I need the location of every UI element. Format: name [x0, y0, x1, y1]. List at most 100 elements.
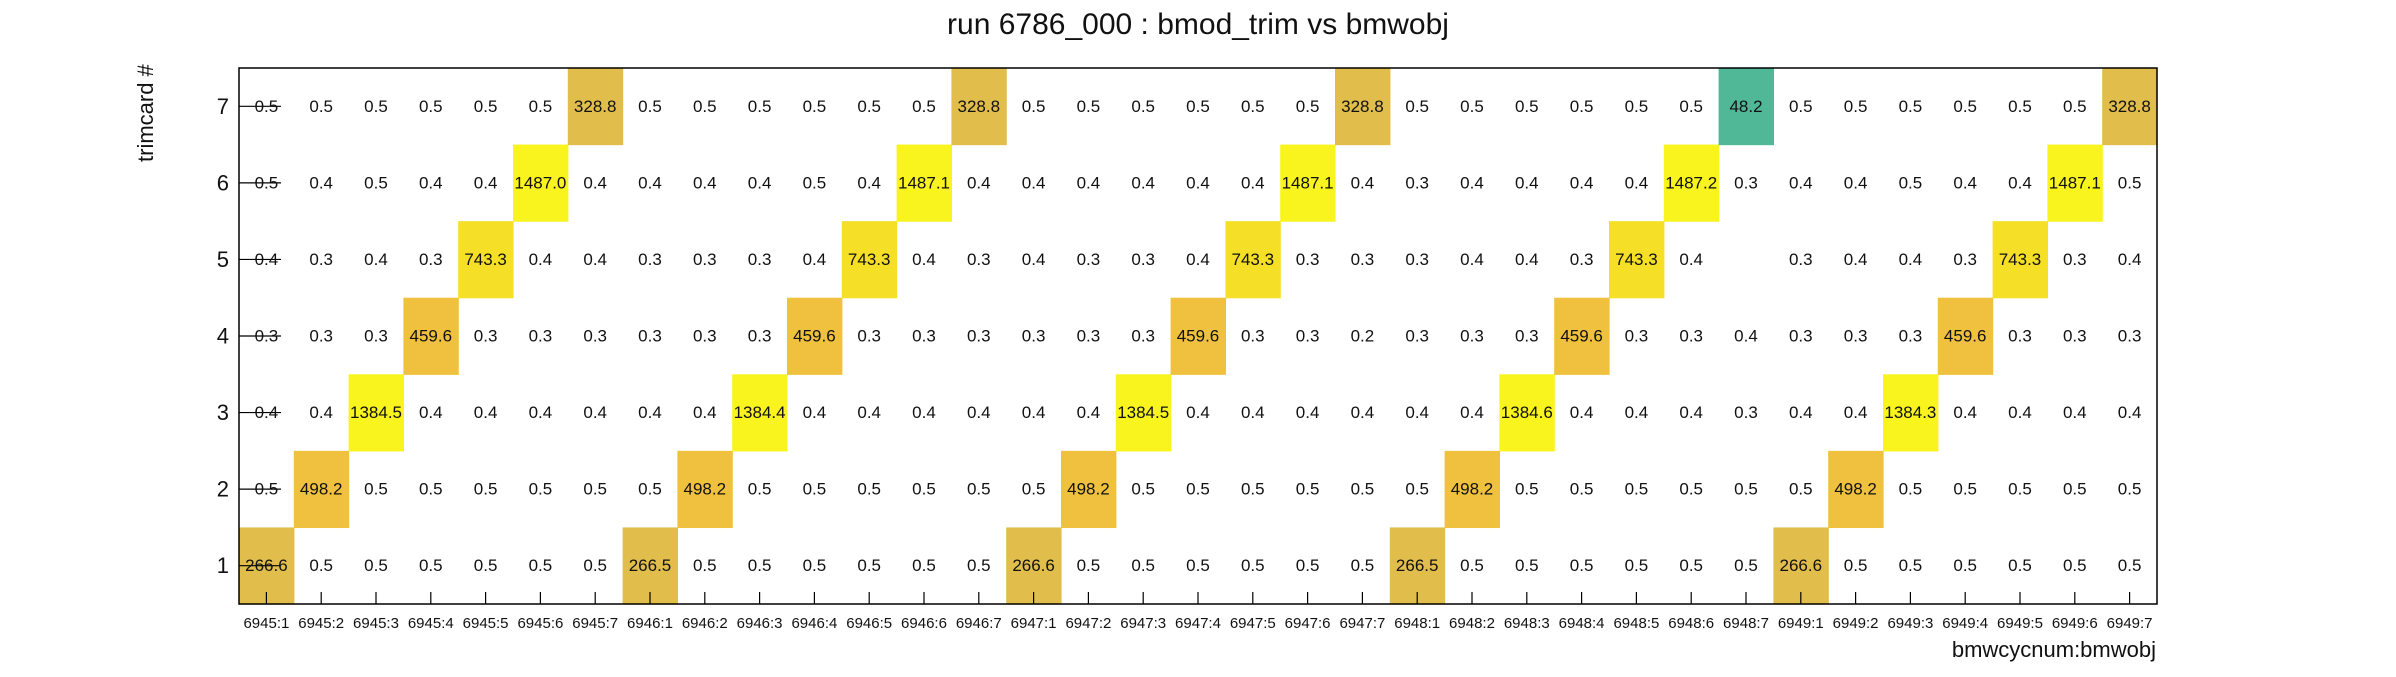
cell-value-label: 0.5: [1515, 97, 1539, 116]
x-tick-label: 6947:4: [1175, 615, 1221, 632]
cell-value-label: 0.5: [1186, 480, 1210, 499]
cell-value-label: 743.3: [464, 250, 507, 269]
cell-value-label: 0.4: [857, 403, 881, 422]
cell-value-label: 328.8: [1341, 97, 1384, 116]
cell-value-label: 0.5: [1022, 97, 1046, 116]
cell-value-label: 0.3: [1515, 327, 1539, 346]
cell-value-label: 0.4: [1953, 403, 1977, 422]
cell-value-label: 0.3: [1679, 327, 1703, 346]
cell-value-label: 266.5: [1396, 556, 1439, 575]
cell-value-label: 459.6: [410, 327, 453, 346]
cell-value-label: 1487.1: [898, 173, 950, 192]
cell-value-label: 0.4: [1789, 173, 1813, 192]
x-tick-label: 6945:4: [408, 615, 454, 632]
x-tick-label: 6948:3: [1504, 615, 1550, 632]
x-tick-label: 6946:2: [682, 615, 728, 632]
cell-value-label: 0.3: [1953, 250, 1977, 269]
cell-value-label: 0.5: [638, 480, 662, 499]
cell-value-label: 0.4: [419, 403, 443, 422]
x-tick-label: 6949:5: [1997, 615, 2043, 632]
cell-value-label: 0.4: [1899, 250, 1923, 269]
y-axis-label: trimcard #: [133, 63, 158, 162]
cell-value-label: 266.6: [1780, 556, 1823, 575]
x-tick-label: 6947:5: [1230, 615, 1276, 632]
cell-value-label: 0.4: [1679, 403, 1703, 422]
cell-value-label: 0.5: [2008, 97, 2032, 116]
cell-value-label: 0.5: [255, 480, 279, 499]
cell-value-label: 0.4: [255, 250, 279, 269]
cell-value-label: 0.5: [857, 480, 881, 499]
cell-value-label: 0.4: [529, 403, 553, 422]
cell-value-label: 0.3: [967, 250, 991, 269]
cell-value-label: 0.5: [255, 97, 279, 116]
cell-value-label: 0.4: [638, 173, 662, 192]
cell-value-label: 328.8: [958, 97, 1001, 116]
cell-value-label: 0.5: [1460, 556, 1484, 575]
x-tick-label: 6945:7: [572, 615, 618, 632]
cell-value-label: 0.3: [364, 327, 388, 346]
cell-value-label: 0.5: [1296, 556, 1320, 575]
cell-value-label: 0.5: [1460, 97, 1484, 116]
x-tick-label: 6949:2: [1833, 615, 1879, 632]
cell-value-label: 0.5: [1844, 556, 1868, 575]
cell-value-label: 1384.5: [350, 403, 402, 422]
cell-value-label: 0.5: [693, 556, 717, 575]
cell-value-label: 0.3: [1844, 327, 1868, 346]
cell-value-label: 0.5: [364, 97, 388, 116]
x-tick-label: 6947:6: [1285, 615, 1331, 632]
cell-value-label: 0.5: [2063, 97, 2087, 116]
cell-value-label: 0.5: [1789, 97, 1813, 116]
cell-value-label: 0.4: [1186, 173, 1210, 192]
cell-value-label: 0.4: [1077, 173, 1101, 192]
cell-value-label: 1384.6: [1501, 403, 1553, 422]
x-tick-label: 6945:6: [517, 615, 563, 632]
cell-value-label: 0.4: [1625, 173, 1649, 192]
cell-value-label: 0.3: [309, 250, 333, 269]
cell-value-label: 0.5: [1899, 480, 1923, 499]
cell-value-label: 0.5: [419, 556, 443, 575]
cell-value-label: 0.5: [1186, 556, 1210, 575]
cell-value-label: 0.3: [693, 327, 717, 346]
cell-value-label: 0.4: [1131, 173, 1155, 192]
cell-value-label: 0.4: [583, 403, 607, 422]
cell-value-label: 0.5: [803, 480, 827, 499]
y-tick-label: 4: [217, 324, 229, 349]
cell-value-label: 0.5: [1405, 97, 1429, 116]
cell-value-label: 0.5: [309, 556, 333, 575]
cell-value-label: 0.5: [474, 480, 498, 499]
cell-value-label: 0.3: [529, 327, 553, 346]
cell-value-label: 0.5: [2008, 480, 2032, 499]
x-tick-label: 6945:3: [353, 615, 399, 632]
cell-value-label: 0.5: [1570, 97, 1594, 116]
cell-value-label: 0.4: [1351, 403, 1375, 422]
cell-value-label: 0.4: [364, 250, 388, 269]
x-tick-label: 6948:1: [1394, 615, 1440, 632]
cell-value-label: 743.3: [1999, 250, 2042, 269]
cell-value-label: 0.3: [255, 327, 279, 346]
cell-value-label: 0.5: [1241, 480, 1265, 499]
cell-value-label: 0.4: [1077, 403, 1101, 422]
cell-value-label: 0.5: [803, 173, 827, 192]
cell-value-label: 0.4: [1844, 173, 1868, 192]
cell-value-label: 0.3: [1077, 250, 1101, 269]
cell-value-label: 0.4: [529, 250, 553, 269]
cell-value-label: 0.4: [748, 173, 772, 192]
cell-value-label: 0.5: [1679, 97, 1703, 116]
x-tick-label: 6948:2: [1449, 615, 1495, 632]
cell-value-label: 0.3: [1899, 327, 1923, 346]
x-tick-label: 6946:4: [791, 615, 837, 632]
cell-value-label: 0.4: [912, 403, 936, 422]
cell-value-label: 0.5: [1515, 556, 1539, 575]
cell-value-label: 0.3: [1351, 250, 1375, 269]
cell-value-label: 0.4: [1844, 250, 1868, 269]
cell-value-label: 0.3: [693, 250, 717, 269]
cell-value-label: 459.6: [1177, 327, 1220, 346]
cell-value-label: 0.5: [1351, 556, 1375, 575]
cell-value-label: 743.3: [848, 250, 891, 269]
x-tick-label: 6945:5: [463, 615, 509, 632]
cell-value-label: 0.2: [1351, 327, 1375, 346]
x-tick-label: 6945:2: [298, 615, 344, 632]
cell-value-label: 0.3: [1789, 250, 1813, 269]
